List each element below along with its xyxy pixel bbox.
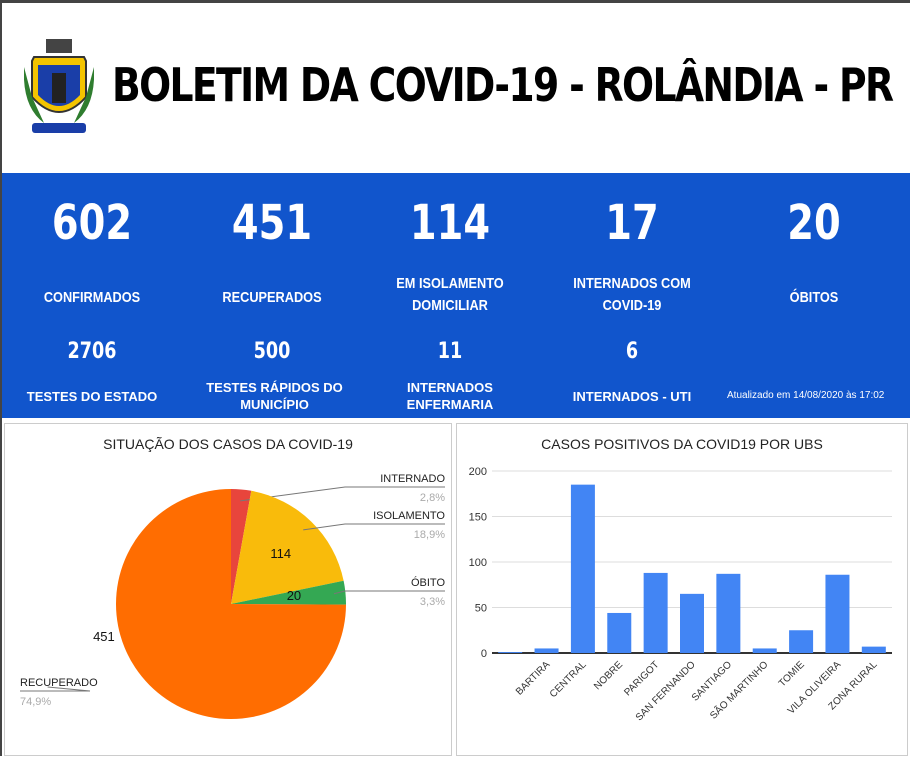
x-tick-label: BARTIRA	[514, 659, 553, 698]
hospitalized-value: 17	[605, 195, 659, 251]
y-tick-label: 50	[475, 603, 487, 615]
header: BOLETIM DA COVID-19 - ROLÂNDIA - PR	[2, 3, 910, 173]
y-tick-label: 100	[469, 557, 487, 569]
isolation-value: 114	[409, 195, 491, 251]
recovered-value: 451	[231, 195, 313, 251]
x-tick-label: SÃO MARTINHO	[707, 658, 771, 722]
bar	[789, 630, 814, 653]
bar-chart-title: CASOS POSITIVOS DA COVID19 POR UBS	[541, 436, 823, 452]
bar	[716, 573, 741, 653]
x-tick-label: NOBRE	[592, 659, 625, 692]
pie-leader-line	[303, 523, 445, 531]
pie-chart-panel: SITUAÇÃO DOS CASOS DA COVID-19 INTERNADO…	[4, 423, 452, 756]
recovered-label: RECUPERADOS	[222, 289, 322, 306]
pie-legend-label: INTERNADO	[380, 473, 445, 485]
pie-slice-1	[231, 490, 344, 604]
deaths-value: 20	[787, 195, 841, 251]
city-crest-logo	[24, 39, 94, 133]
y-tick-label: 150	[469, 512, 487, 524]
bar	[680, 593, 704, 653]
rapid-tests-label: TESTES RÁPIDOS DO MUNICÍPIO	[206, 380, 343, 412]
hospitalized-label: INTERNADOS COM COVID-19	[573, 275, 691, 314]
icu-value: 6	[625, 339, 639, 364]
y-tick-label: 0	[481, 648, 487, 660]
confirmed-value: 602	[51, 195, 133, 251]
pie-slice-2	[231, 580, 346, 605]
bar	[498, 652, 523, 653]
pie-chart-title: SITUAÇÃO DOS CASOS DA COVID-19	[103, 436, 353, 452]
bar	[607, 612, 632, 653]
isolation-label: EM ISOLAMENTO DOMICILIAR	[396, 275, 504, 314]
y-tick-label: 200	[469, 466, 487, 478]
stats-band: 602 451 114 17 20 CONFIRMADOS RECUPERADO…	[2, 173, 910, 418]
ward-label: INTERNADOS ENFERMARIA	[406, 380, 494, 412]
bar	[534, 648, 559, 653]
bar	[643, 572, 668, 653]
x-tick-label: CENTRAL	[548, 659, 589, 700]
pie-legend-pct: 3,3%	[420, 596, 445, 608]
ward-value: 11	[437, 339, 463, 364]
confirmed-label: CONFIRMADOS	[43, 289, 141, 306]
rapid-tests-value: 500	[253, 339, 291, 364]
pie-slice-3	[115, 489, 346, 719]
bar-chart-panel: CASOS POSITIVOS DA COVID19 POR UBS 0 50 10…	[456, 423, 908, 756]
pie-legend-pct: 18,9%	[414, 529, 445, 541]
pie-legend-label: ÓBITO	[411, 576, 445, 589]
pie-legend-label: RECUPERADO	[20, 677, 98, 689]
bar	[825, 574, 850, 653]
pie-leader-line	[240, 486, 445, 502]
pie-legend-label: ISOLAMENTO	[373, 510, 445, 522]
state-tests-value: 2706	[67, 339, 117, 364]
pie-value-label: 451	[93, 629, 115, 644]
page-title: BOLETIM DA COVID-19 - ROLÂNDIA - PR	[112, 58, 894, 112]
pie-leader-line	[20, 686, 91, 692]
deaths-label: ÓBITOS	[789, 289, 839, 306]
bar	[570, 484, 595, 653]
state-tests-label: TESTES DO ESTADO	[26, 389, 158, 404]
pie-value-label: 114	[270, 546, 291, 561]
pie-legend-pct: 74,9%	[20, 696, 51, 708]
bar	[861, 646, 886, 653]
bar	[752, 648, 777, 653]
updated-timestamp: Atualizado em 14/08/2020 às 17:02	[727, 390, 885, 401]
pie-legend-pct: 2,8%	[420, 492, 445, 504]
icu-label: INTERNADOS - UTI	[572, 389, 692, 404]
x-tick-label: TOMIE	[777, 659, 807, 689]
pie-chart: INTERNADO 2,8% 114 ISOLAMENTO 18,9% 20 ÓBITO 3,…	[20, 473, 445, 719]
pie-leader-line	[333, 590, 445, 595]
pie-value-label: 20	[287, 588, 301, 603]
pie-slice-0	[231, 489, 252, 604]
